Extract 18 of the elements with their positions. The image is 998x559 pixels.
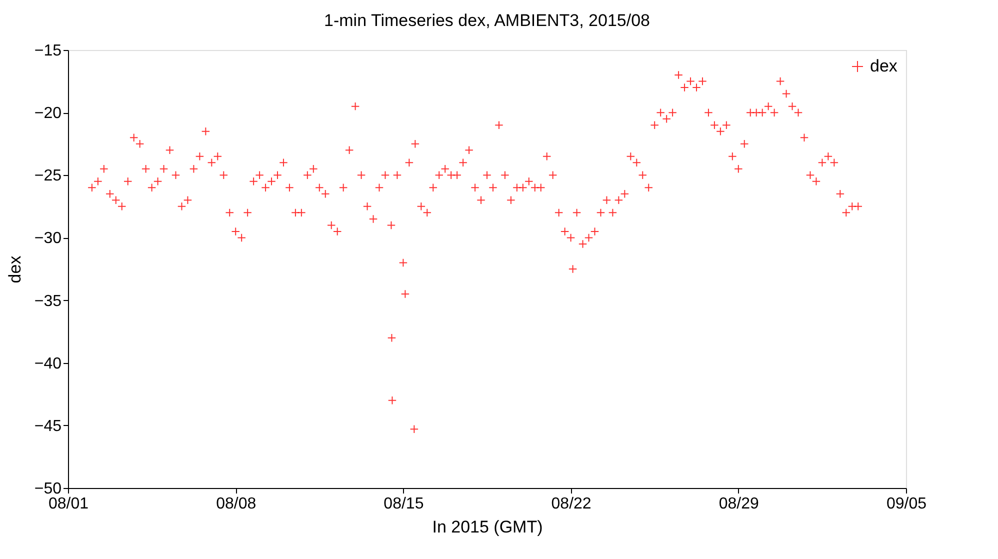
y-tick-label: −20	[34, 105, 62, 122]
y-tick-label: −15	[34, 42, 62, 60]
y-tick-label: −30	[34, 230, 62, 248]
x-tick-label: 09/05	[886, 496, 927, 512]
y-axis-title: dex	[5, 255, 24, 284]
x-tick-label: 08/15	[384, 496, 424, 512]
y-tick-label: −45	[34, 418, 62, 435]
legend-label: dex	[870, 56, 898, 76]
y-tick-label: −35	[34, 292, 62, 310]
x-tick-label: 08/29	[718, 496, 760, 512]
y-tick-label: −25	[34, 168, 62, 185]
chart-title: 1-min Timeseries dex, AMBIENT3, 2015/08	[324, 11, 650, 30]
x-axis-title: In 2015 (GMT)	[432, 518, 543, 536]
x-tick-label: 08/08	[216, 496, 256, 512]
x-tick-label: 08/22	[551, 496, 592, 512]
y-tick-label: −40	[34, 355, 62, 372]
y-tick-label: −50	[34, 480, 62, 498]
x-tick-label: 08/01	[48, 496, 89, 512]
